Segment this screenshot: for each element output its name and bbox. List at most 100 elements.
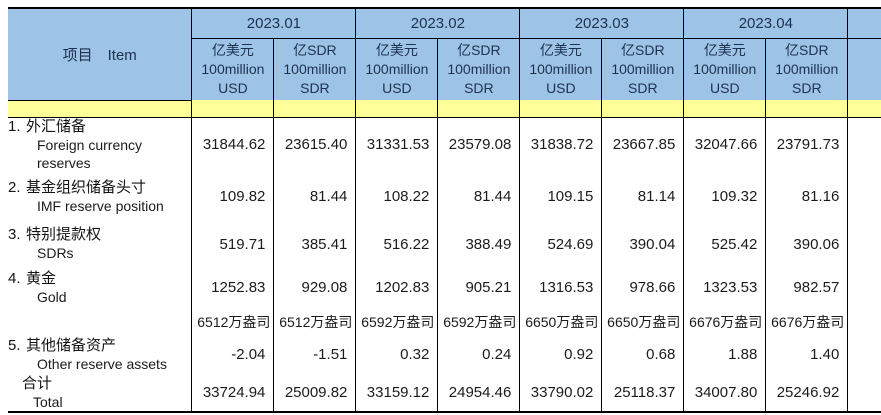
item-cell: 4. 黄金 Gold [8,269,67,305]
value-cell: 109.15 [519,171,602,222]
value-cell: 1316.53 [519,266,602,309]
next-period-clipped [847,8,881,39]
separator-band [8,100,881,118]
value-cell: 519.71 [191,221,274,267]
table-row-other-reserve-assets: 5. 其他储备资产 Other reserve assets -2.04 -1.5… [8,334,881,375]
clipped-cell [847,221,881,267]
band-cell [191,100,274,118]
value-cell: 1202.83 [355,266,438,309]
gold-ounces-cell: 6592万盎司 [355,308,438,335]
value-cell: 109.82 [191,171,274,222]
value-cell: 31838.72 [519,117,602,172]
value-cell: 34007.80 [683,374,766,412]
period-header-row: 项目 Item 2023.01 2023.02 2023.03 2023.04 [8,8,881,101]
gold-ounces-cell: 6592万盎司 [437,308,520,335]
value-cell: 1.88 [683,334,766,375]
value-cell: 516.22 [355,221,438,267]
band-cell [437,100,520,118]
clipped-cell [847,308,881,335]
item-cell: 3. 特别提款权 SDRs [8,226,102,261]
gold-ounces-cell: 6650万盎司 [601,308,684,335]
value-cell: 31844.62 [191,117,274,172]
value-cell: 1.40 [765,334,848,375]
gold-ounces-cell: 6650万盎司 [519,308,602,335]
unit-header-sdr: 亿SDR 100million SDR [765,38,848,100]
table-row-gold-ounces: 6512万盎司 6512万盎司 6592万盎司 6592万盎司 6650万盎司 … [8,308,881,335]
value-cell: 81.44 [437,171,520,222]
table-row-imf-reserve-position: 2. 基金组织储备头寸 IMF reserve position 109.82 8… [8,171,881,222]
value-cell: 388.49 [437,221,520,267]
clipped-cell [847,374,881,412]
value-cell: 25118.37 [601,374,684,412]
value-cell: 81.16 [765,171,848,222]
unit-header-usd: 亿美元 100million USD [191,38,274,100]
gold-ounces-cell: 6676万盎司 [683,308,766,335]
value-cell: -2.04 [191,334,274,375]
value-cell: 23579.08 [437,117,520,172]
value-cell: 929.08 [273,266,356,309]
period-header-2023-04: 2023.04 [683,8,848,39]
value-cell: 905.21 [437,266,520,309]
unit-header-usd: 亿美元 100million USD [519,38,602,100]
unit-header-sdr: 亿SDR 100million SDR [601,38,684,100]
gold-ounces-cell: 6512万盎司 [191,308,274,335]
value-cell: 108.22 [355,171,438,222]
value-cell: 33159.12 [355,374,438,412]
period-header-2023-03: 2023.03 [519,8,684,39]
clipped-cell [847,171,881,222]
band-cell [273,100,356,118]
value-cell: 525.42 [683,221,766,267]
value-cell: 25009.82 [273,374,356,412]
unit-header-sdr: 亿SDR 100million SDR [273,38,356,100]
value-cell: 25246.92 [765,374,848,412]
item-column-header: 项目 Item [8,8,192,101]
table-row-gold: 4. 黄金 Gold 1252.83 929.08 1202.83 905.21 … [8,266,881,309]
unit-header-row: 亿美元 100million USD 亿SDR 100million SDR 亿… [8,38,881,100]
value-cell: 0.92 [519,334,602,375]
period-header-2023-01: 2023.01 [191,8,356,39]
value-cell: 81.44 [273,171,356,222]
table-row-foreign-currency-reserves: 1. 外汇储备 Foreign currency reserves 31844.6… [8,117,881,172]
value-cell: 109.32 [683,171,766,222]
value-cell: 978.66 [601,266,684,309]
value-cell: 32047.66 [683,117,766,172]
unit-header-sdr: 亿SDR 100million SDR [437,38,520,100]
value-cell: 23615.40 [273,117,356,172]
value-cell: 0.32 [355,334,438,375]
period-header-2023-02: 2023.02 [355,8,520,39]
item-cell: 合计 Total [22,374,63,410]
band-cell [601,100,684,118]
unit-header-usd: 亿美元 100million USD [355,38,438,100]
clipped-cell [847,334,881,375]
gold-ounces-cell: 6676万盎司 [765,308,848,335]
band-cell [765,100,848,118]
reserves-table: 项目 Item 2023.01 2023.02 2023.03 2023.04 … [8,7,881,413]
item-cell: 5. 其他储备资产 Other reserve assets [8,336,167,372]
unit-header-usd: 亿美元 100million USD [683,38,766,100]
item-cell: 1. 外汇储备 Foreign currency reserves [8,117,143,171]
value-cell: 33724.94 [191,374,274,412]
clipped-cell [847,266,881,309]
value-cell: 390.04 [601,221,684,267]
value-cell: 24954.46 [437,374,520,412]
value-cell: 1323.53 [683,266,766,309]
value-cell: 31331.53 [355,117,438,172]
band-cell [847,100,881,118]
table-row-total: 合计 Total 33724.94 25009.82 33159.12 2495… [8,374,881,412]
table-row-sdrs: 3. 特别提款权 SDRs 519.71 385.41 516.22 388.49… [8,221,881,267]
band-cell [8,100,192,118]
value-cell: -1.51 [273,334,356,375]
value-cell: 385.41 [273,221,356,267]
next-period-clipped [847,38,881,100]
value-cell: 1252.83 [191,266,274,309]
value-cell: 23791.73 [765,117,848,172]
value-cell: 23667.85 [601,117,684,172]
value-cell: 81.14 [601,171,684,222]
value-cell: 524.69 [519,221,602,267]
value-cell: 0.68 [601,334,684,375]
band-cell [683,100,766,118]
item-cell: 2. 基金组织储备头寸 IMF reserve position [8,178,164,214]
value-cell: 33790.02 [519,374,602,412]
value-cell: 390.06 [765,221,848,267]
